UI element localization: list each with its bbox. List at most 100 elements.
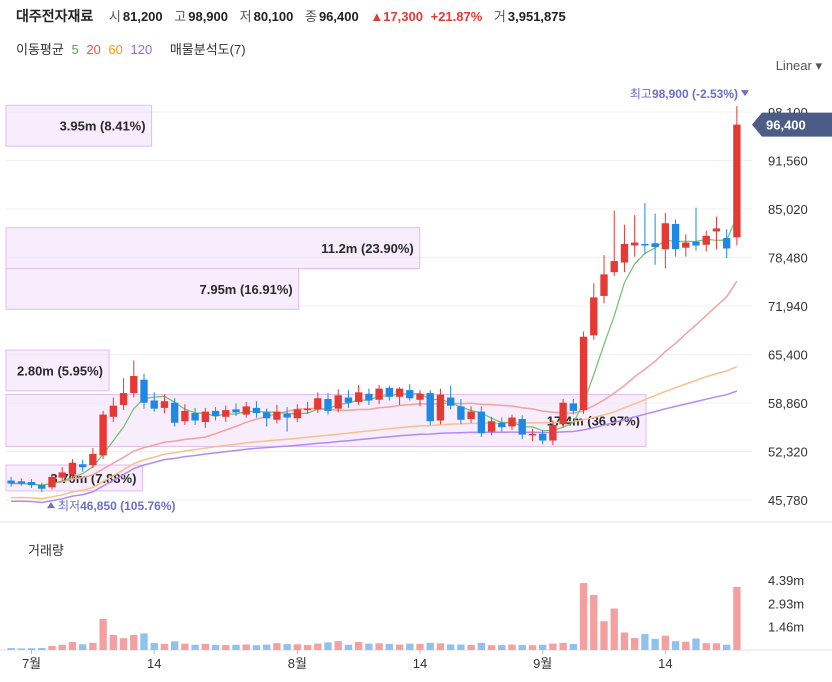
volume-bar [222, 645, 229, 650]
volume-bar [365, 644, 372, 650]
volume-bar [253, 645, 260, 650]
candle-body [89, 454, 96, 465]
volume-profile-label: 3.95m (8.41%) [60, 119, 146, 134]
volume-bar [273, 643, 280, 650]
volume-bar [416, 644, 423, 650]
volume-profile-label: 11.2m (23.90%) [321, 241, 414, 256]
candle-body [416, 394, 423, 400]
low-marker-arrow-icon [47, 502, 55, 508]
volume-bar [89, 643, 96, 650]
candle-body [549, 425, 556, 441]
volume-bar [69, 642, 76, 650]
candle-body [161, 401, 168, 408]
volume-bar [59, 645, 66, 650]
volume-bar [48, 646, 55, 650]
volume-bar [140, 633, 147, 650]
candle-body [222, 410, 229, 417]
candle-body [611, 261, 618, 272]
candle-body [294, 409, 301, 418]
candle-body [723, 238, 730, 248]
volume-bar [406, 644, 413, 650]
candle-body [28, 482, 35, 485]
volume-bar [651, 639, 658, 650]
candle-body [467, 412, 474, 419]
volume-bar [631, 638, 638, 650]
candle-body [191, 413, 198, 420]
price-tick-label: 91,560 [768, 154, 808, 169]
candle-body [590, 297, 597, 335]
price-tick-label: 65,400 [768, 348, 808, 363]
volume-bar [335, 641, 342, 650]
volume-bar [375, 643, 382, 650]
volume-bar [549, 644, 556, 650]
candle-body [396, 389, 403, 397]
volume-bar [151, 643, 158, 650]
candle-body [335, 395, 342, 408]
volume-bar [202, 644, 209, 650]
volume-tick-label: 1.46m [768, 620, 804, 635]
volume-bar [519, 645, 526, 650]
candle-body [324, 399, 331, 411]
candle-body [662, 223, 669, 249]
volume-bar [324, 642, 331, 650]
volume-profile-label: 2.80m (5.95%) [17, 363, 103, 378]
volume-bar [508, 645, 515, 650]
candle-body [110, 406, 117, 417]
price-tick-label: 45,780 [768, 493, 808, 508]
volume-bar [437, 643, 444, 650]
volume-panel-title: 거래량 [28, 543, 64, 558]
volume-bar [447, 644, 454, 650]
time-tick-label: 7월 [22, 656, 41, 671]
high-marker-text: 최고98,900 (-2.53%) [630, 87, 738, 101]
volume-bar [171, 641, 178, 650]
candle-body [59, 472, 66, 477]
candle-body [273, 412, 280, 420]
candle-body [212, 411, 219, 416]
time-tick-label: 9월 [533, 656, 552, 671]
price-tick-label: 58,860 [768, 396, 808, 411]
high-marker-value: 98,900 (-2.53%) [652, 87, 738, 101]
price-tick-label: 71,940 [768, 299, 808, 314]
candle-body [682, 243, 689, 248]
volume-bar [130, 635, 137, 650]
candle-body [48, 477, 55, 487]
volume-bar [243, 644, 250, 650]
candle-body [375, 389, 382, 400]
time-tick-label: 8월 [288, 656, 307, 671]
candle-body [263, 412, 270, 418]
time-tick-label: 14 [658, 656, 672, 671]
volume-bar [733, 587, 740, 650]
candle-body [457, 406, 464, 419]
volume-bar [345, 645, 352, 650]
volume-bar [611, 609, 618, 650]
low-marker-value: 46,850 (105.76%) [80, 499, 175, 513]
low-marker-text: 최저46,850 (105.76%) [58, 499, 176, 513]
candle-body [570, 403, 577, 410]
volume-bar [600, 621, 607, 650]
candle-body [304, 409, 311, 411]
price-tick-label: 52,320 [768, 445, 808, 460]
candle-body [651, 243, 658, 247]
volume-bar [7, 648, 14, 650]
candle-body [99, 415, 106, 456]
ma-20-line [11, 281, 737, 485]
time-tick-label: 14 [147, 656, 161, 671]
volume-bar [427, 643, 434, 650]
volume-bar [294, 644, 301, 650]
volume-bar [120, 638, 127, 650]
volume-bar [181, 644, 188, 650]
candle-body [79, 464, 86, 467]
candle-body [406, 390, 413, 398]
time-tick-label: 14 [413, 656, 427, 671]
volume-bar [478, 643, 485, 650]
volume-bar [110, 635, 117, 650]
candle-body [365, 394, 372, 401]
high-marker-label: 최고 [630, 87, 652, 101]
volume-bar [723, 645, 730, 650]
price-tick-label: 78,480 [768, 251, 808, 266]
volume-bar [570, 644, 577, 650]
candle-body [38, 485, 45, 489]
volume-bar [79, 644, 86, 650]
volume-bar [692, 639, 699, 650]
